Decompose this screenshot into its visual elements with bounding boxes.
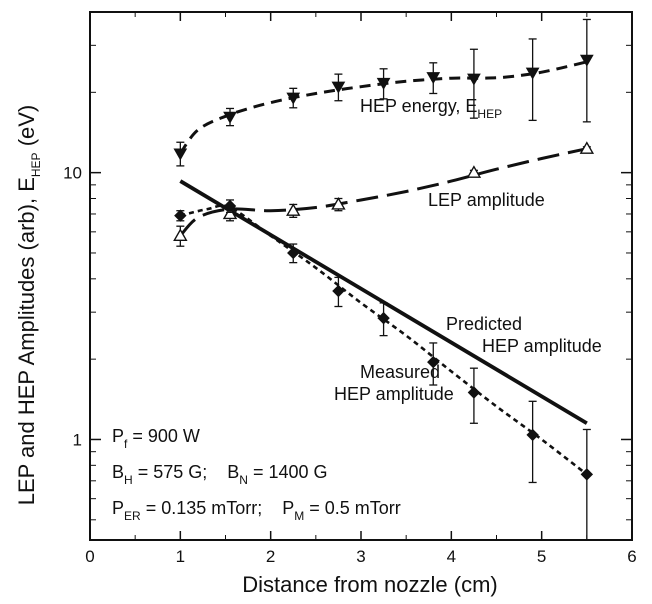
measured-hep-point [377,311,390,325]
hep-energy-point [223,111,237,124]
hep-energy-point [579,54,594,67]
measured-label-line2: HEP amplitude [334,384,454,404]
data-points [173,18,595,540]
x-tick-label: 4 [447,547,456,566]
measured-hep-point [580,468,594,481]
measured-hep-point [467,386,481,399]
axis-ticks: 0 1 2 3 4 5 6 1 10 [63,11,637,566]
y-tick-label: 10 [63,164,82,183]
error-bar [582,18,591,123]
error-bar [528,38,537,122]
x-tick-label: 2 [266,547,275,566]
measured-label-line1: Measured [360,362,440,382]
lep-amplitude-label: LEP amplitude [428,190,545,210]
predicted-label-line2: HEP amplitude [482,336,602,356]
measured-hep-point [223,199,237,213]
hep-energy-point [467,73,481,86]
curve-solid [179,179,588,425]
plot-frame [89,11,633,541]
measured-hep-point [174,209,187,222]
y-tick-label: 1 [73,430,82,449]
hep-energy-point [426,72,441,85]
hep-energy-point [376,77,391,90]
error-bar [582,428,591,540]
condition-fields: BH = 575 G; BN = 1400 G [112,462,328,487]
lep-amplitude-point [173,228,188,241]
hep-energy-point [286,92,301,105]
predicted-label-line1: Predicted [446,314,522,334]
curve-long-dashed [179,147,588,237]
condition-power: Pf = 900 W [112,426,200,451]
measured-hep-point [287,246,300,260]
hep-energy-point [173,148,188,161]
measured-hep-point [427,355,440,369]
lep-amplitude-point [579,141,595,154]
lep-amplitude-point [466,165,482,178]
y-axis-title: LEP and HEP Amplitudes (arb), EHEP (eV) [14,105,43,506]
lep-amplitude-point [331,197,346,210]
error-bar [528,400,537,484]
lep-amplitude-point [286,203,301,216]
curve-short-dashed [180,204,588,476]
measured-hep-point [332,284,345,298]
hep-energy-label: HEP energy, EHEP [360,96,502,121]
lep-amplitude-point [222,206,238,220]
fit-curves [179,60,588,476]
x-tick-label: 0 [85,547,94,566]
condition-pressures: PER = 0.135 mTorr; PM = 0.5 mTorr [112,498,401,523]
x-axis-title: Distance from nozzle (cm) [242,572,498,597]
x-tick-label: 5 [537,547,546,566]
measured-hep-point [526,428,539,442]
hep-energy-point [331,81,346,94]
hep-energy-point [525,67,540,80]
x-tick-label: 6 [627,547,636,566]
x-tick-label: 1 [176,547,185,566]
x-tick-label: 3 [356,547,365,566]
